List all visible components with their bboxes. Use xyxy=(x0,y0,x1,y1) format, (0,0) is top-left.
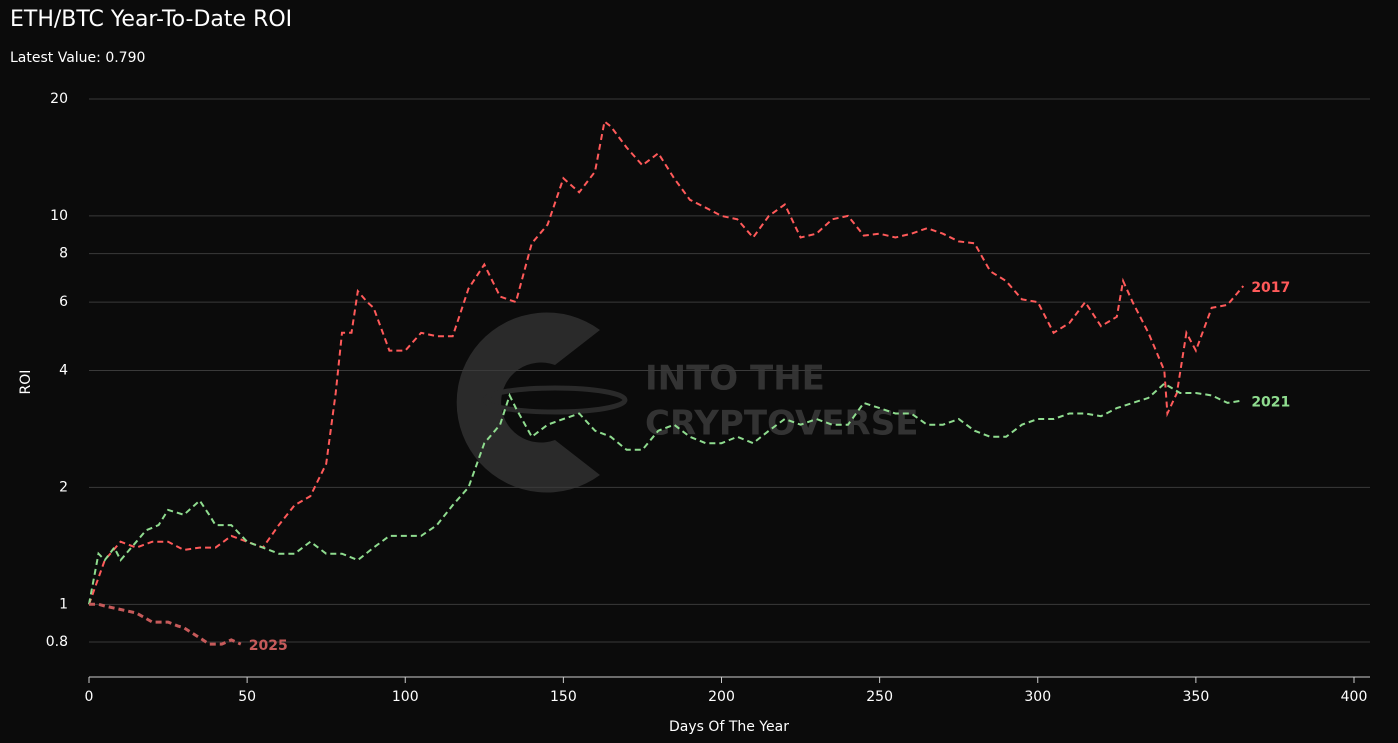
y-axis-label: ROI xyxy=(18,370,34,395)
series-line xyxy=(88,382,1244,605)
x-tick-label: 100 xyxy=(392,689,419,705)
y-tick-label: 4 xyxy=(59,362,68,378)
x-tick-label: 250 xyxy=(866,689,893,705)
x-tick-label: 50 xyxy=(238,689,256,705)
watermark: INTO THE CRYPTOVERSE xyxy=(456,312,918,493)
watermark-logo xyxy=(456,312,600,493)
subtitle: Latest Value: 0.790 xyxy=(10,50,145,66)
y-tick-label: 8 xyxy=(59,246,68,262)
y-tick-label: 6 xyxy=(59,294,68,310)
chart-title: ETH/BTC Year-To-Date ROI xyxy=(10,7,292,32)
x-tick-label: 350 xyxy=(1183,689,1210,705)
y-tick-label: 20 xyxy=(50,91,68,107)
watermark-text: CRYPTOVERSE xyxy=(645,404,918,444)
y-tick-label: 10 xyxy=(50,208,68,224)
x-tick-label: 0 xyxy=(85,689,94,705)
x-tick-label: 300 xyxy=(1024,689,1051,705)
x-tick-label: 150 xyxy=(550,689,577,705)
series-line xyxy=(89,602,242,646)
watermark-ring xyxy=(482,385,628,415)
x-tick-label: 200 xyxy=(708,689,735,705)
watermark-text: INTO THE xyxy=(645,359,825,399)
x-axis-label: Days Of The Year xyxy=(669,719,789,735)
y-tick-label: 1 xyxy=(59,596,68,612)
series-label: 2025 xyxy=(249,638,288,654)
y-tick-label: 0.8 xyxy=(46,634,68,650)
series-line xyxy=(88,119,1245,605)
y-tick-label: 2 xyxy=(59,479,68,495)
series-label: 2017 xyxy=(1251,280,1290,296)
x-tick-label: 400 xyxy=(1341,689,1368,705)
series-label: 2021 xyxy=(1251,394,1290,410)
